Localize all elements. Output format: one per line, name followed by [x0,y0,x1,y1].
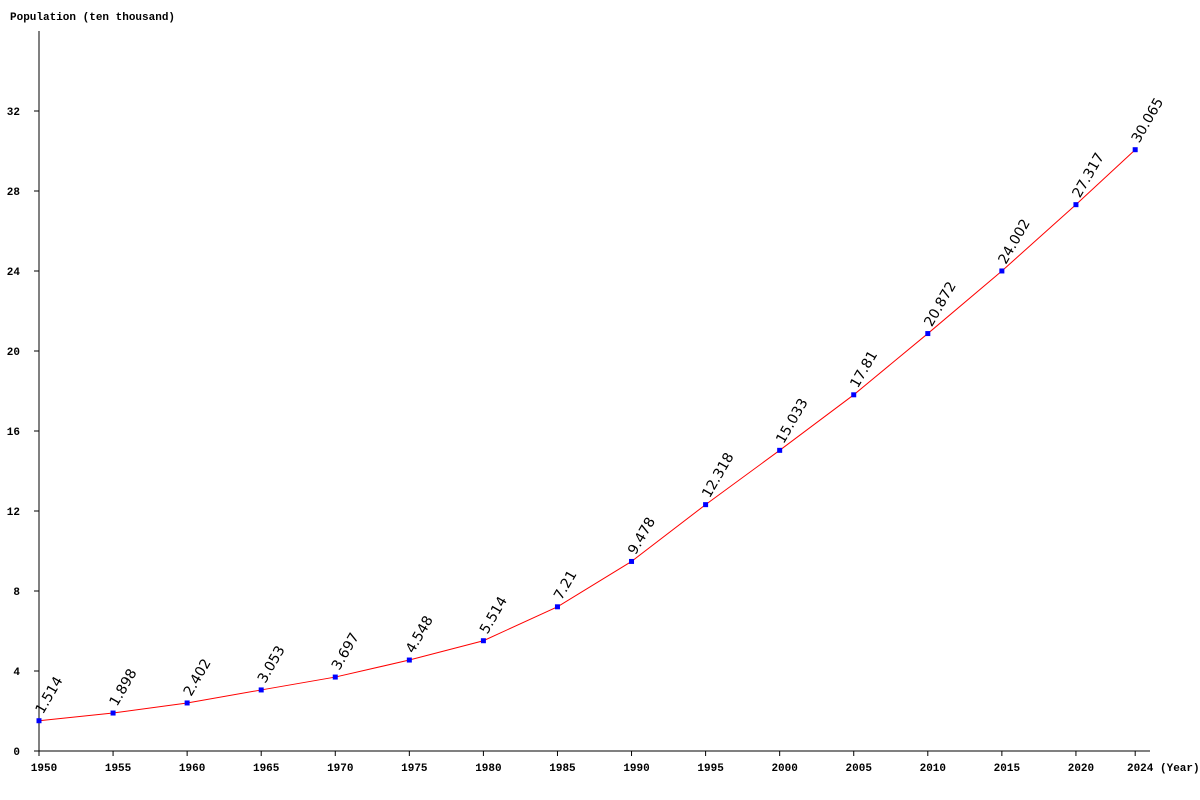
value-label: 20.872 [921,279,959,329]
x-tick-label: 2024 [1127,763,1154,775]
data-point [777,447,783,453]
value-label: 1.898 [107,666,141,709]
y-tick-label: 28 [7,187,21,199]
x-tick-label: 1975 [401,763,428,775]
value-label: 3.697 [329,630,363,673]
value-label: 15.033 [773,396,811,446]
x-tick-label: 2000 [771,763,797,775]
value-label: 3.053 [255,643,289,686]
data-point [925,331,931,337]
x-tick-label: 1960 [179,763,205,775]
x-axis-label: (Year) [1160,763,1200,775]
x-tick-label: 2005 [846,763,873,775]
data-point [258,687,264,693]
value-label: 4.548 [403,613,437,656]
x-tick-label: 1970 [327,763,353,775]
value-label: 17.81 [847,348,881,391]
value-label: 2.402 [181,656,215,699]
y-tick-label: 16 [7,427,20,439]
x-tick-label: 2020 [1068,763,1094,775]
data-point [554,604,560,610]
value-label: 30.065 [1129,95,1167,145]
data-point [332,674,338,680]
data-point [110,710,116,716]
data-point [1132,147,1138,153]
value-label: 1.514 [33,674,67,717]
data-point [1073,202,1079,208]
y-tick-label: 0 [13,747,20,759]
x-tick-label: 1980 [475,763,501,775]
x-tick-label: 1990 [623,763,649,775]
y-tick-label: 20 [7,347,20,359]
y-tick-label: 32 [7,107,20,119]
data-point [184,700,190,706]
x-tick-label: 1995 [697,763,724,775]
x-tick-label: 1985 [549,763,576,775]
x-tick-label: 1955 [105,763,132,775]
data-point [703,502,709,508]
y-tick-label: 12 [7,507,20,519]
x-tick-label: 2015 [994,763,1021,775]
data-line [38,149,1136,722]
data-point [851,392,857,398]
y-axis-label: Population (ten thousand) [10,12,175,24]
data-point [36,718,42,724]
data-point [629,558,635,564]
y-tick-label: 4 [13,667,20,679]
data-point [480,638,486,644]
data-point [999,268,1005,274]
data-point [406,657,412,663]
value-label: 12.318 [699,450,737,500]
x-tick-label: 1950 [31,763,57,775]
y-tick-label: 8 [13,587,20,599]
value-label: 7.21 [551,568,580,603]
y-tick-label: 24 [7,267,21,279]
x-tick-label: 2010 [920,763,946,775]
x-tick-label: 1965 [253,763,280,775]
value-label: 9.478 [625,515,659,558]
